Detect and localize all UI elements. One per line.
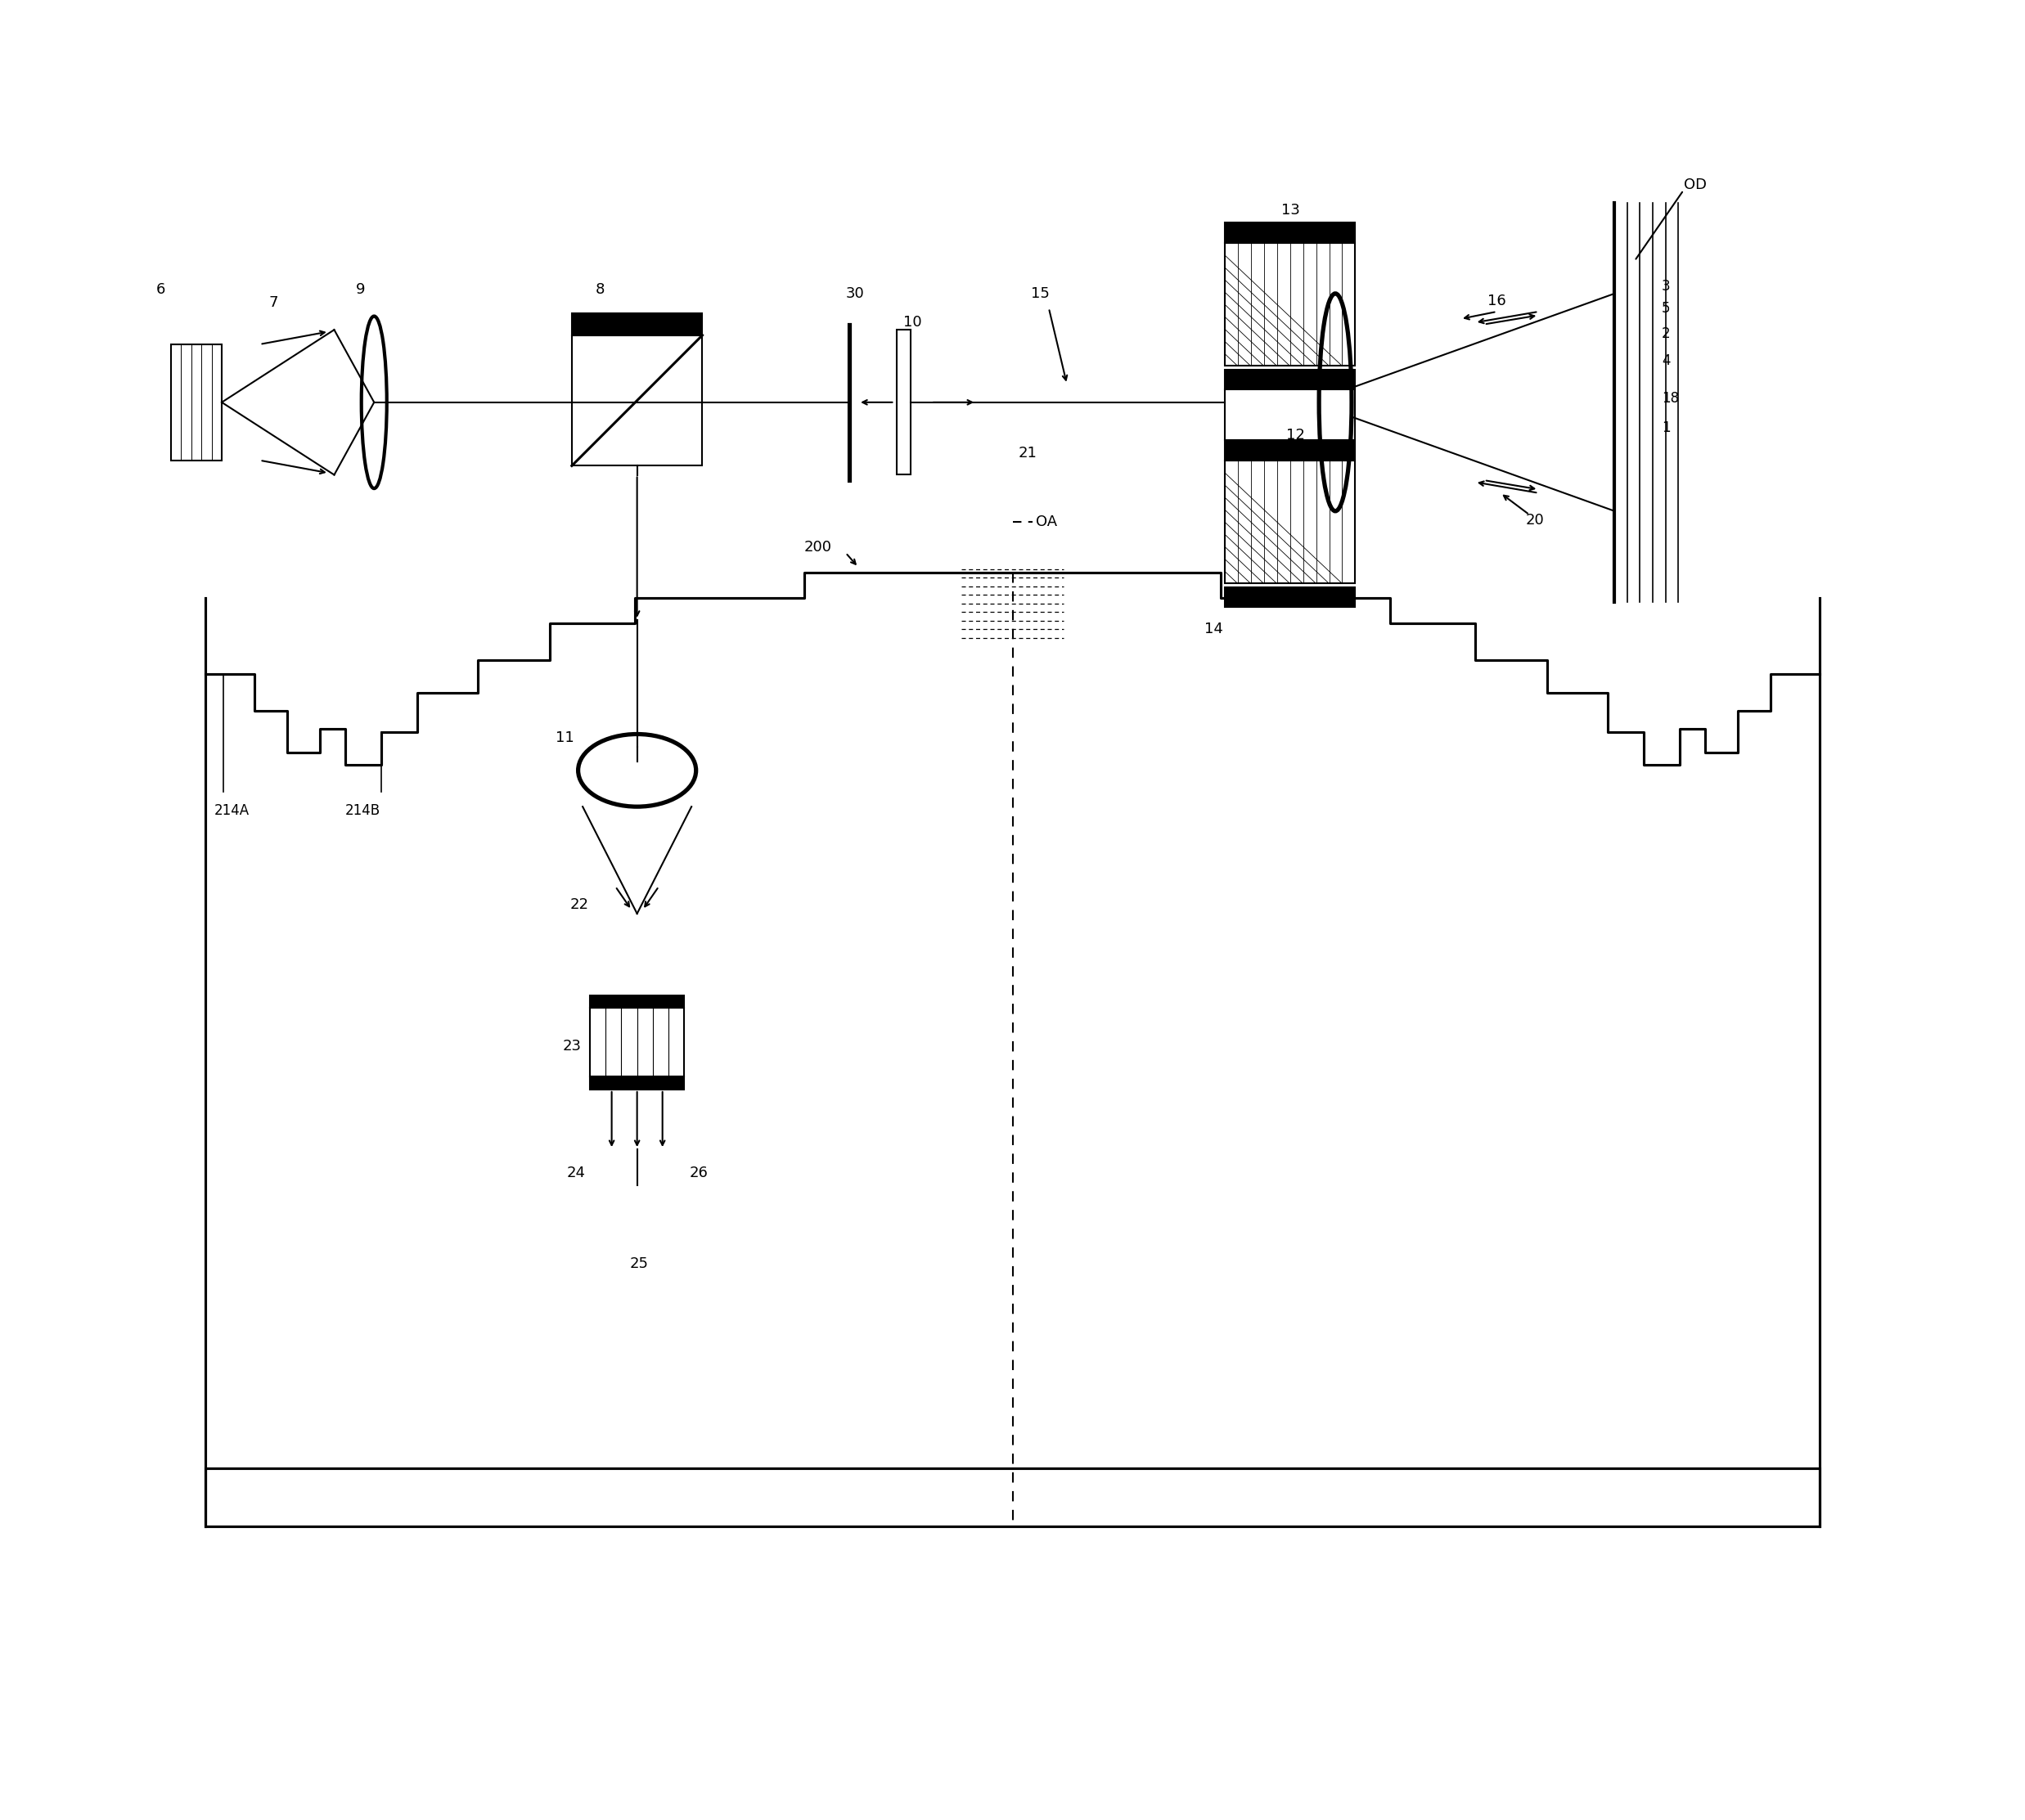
Text: 22: 22 [569,897,589,912]
Bar [589,1008,684,1077]
Text: 6: 6 [156,282,166,297]
Text: 24: 24 [567,1165,585,1181]
Text: 8: 8 [595,282,605,297]
Bar [897,329,911,475]
Text: 30: 30 [846,286,865,300]
Text: OD: OD [1683,177,1707,193]
Text: 3: 3 [1663,278,1671,293]
Text: 9: 9 [356,282,364,297]
Bar [1225,222,1355,242]
Text: OA: OA [1037,515,1057,530]
Text: 20: 20 [1525,513,1545,528]
Bar [205,1469,1820,1527]
Bar [589,996,684,1008]
Bar [1225,440,1355,460]
Polygon shape [1225,242,1355,366]
Text: 13: 13 [1282,202,1300,217]
Bar [1225,369,1355,389]
Bar [1225,588,1355,608]
Text: 4: 4 [1663,353,1671,368]
Text: 200: 200 [804,541,832,555]
Text: 16: 16 [1488,293,1507,308]
Text: 214A: 214A [215,803,249,817]
Text: 10: 10 [903,315,921,329]
Text: 21: 21 [1019,446,1037,460]
Bar [589,1077,684,1090]
Text: 7: 7 [269,295,277,309]
Text: 18: 18 [1663,391,1679,406]
Text: 14: 14 [1205,622,1223,637]
Text: 2: 2 [1663,326,1671,340]
Text: 5: 5 [1663,300,1671,315]
Text: 1: 1 [1663,420,1671,435]
Polygon shape [1225,460,1355,584]
Bar [571,313,703,335]
Text: 25: 25 [630,1256,648,1270]
Text: 15: 15 [1031,286,1049,300]
Text: 214B: 214B [344,803,381,817]
Text: 12: 12 [1286,428,1304,442]
Text: 23: 23 [563,1039,581,1054]
Text: 11: 11 [555,730,573,744]
Text: 26: 26 [691,1165,709,1181]
